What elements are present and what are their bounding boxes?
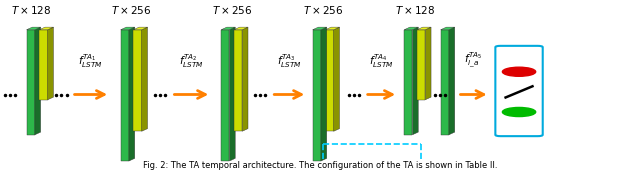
Text: $T \times 256$: $T \times 256$ [212,4,252,16]
Polygon shape [120,30,129,161]
Polygon shape [440,30,449,135]
Polygon shape [440,27,454,30]
Text: $f_{LSTM}^{TA_4}$: $f_{LSTM}^{TA_4}$ [369,52,394,70]
Polygon shape [40,30,48,100]
Polygon shape [27,27,41,30]
Polygon shape [234,30,243,131]
Polygon shape [412,27,419,135]
Text: $T \times 256$: $T \times 256$ [111,4,151,16]
Polygon shape [326,30,334,131]
Text: $f_{LSTM}^{TA_3}$: $f_{LSTM}^{TA_3}$ [277,52,301,70]
Circle shape [502,107,536,117]
FancyBboxPatch shape [495,46,543,136]
Polygon shape [221,30,230,161]
Polygon shape [425,27,431,100]
Polygon shape [404,27,419,30]
Text: $T \times 256$: $T \times 256$ [303,4,343,16]
Text: $f_{LSTM}^{TA_2}$: $f_{LSTM}^{TA_2}$ [179,52,204,70]
Text: Fig. 2: The TA temporal architecture. The configuration of the TA is shown in Ta: Fig. 2: The TA temporal architecture. Th… [143,161,497,170]
Polygon shape [321,27,326,161]
Text: $f_{LSTM}^{TA_1}$: $f_{LSTM}^{TA_1}$ [79,52,103,70]
Polygon shape [120,27,135,30]
Circle shape [502,67,536,76]
Text: $f_{l\_a}^{TA_5}$: $f_{l\_a}^{TA_5}$ [464,51,483,70]
Polygon shape [326,27,339,30]
Polygon shape [243,27,248,131]
Polygon shape [234,27,248,30]
Polygon shape [142,27,148,131]
Polygon shape [312,27,326,30]
Polygon shape [312,30,321,161]
Polygon shape [129,27,135,161]
Polygon shape [417,27,431,30]
Polygon shape [404,30,412,135]
Text: $T \times 128$: $T \times 128$ [11,4,51,16]
Polygon shape [134,27,148,30]
Polygon shape [35,27,41,135]
Polygon shape [230,27,236,161]
Polygon shape [334,27,339,131]
Polygon shape [417,30,425,100]
Polygon shape [27,30,35,135]
Polygon shape [134,30,142,131]
Polygon shape [40,27,54,30]
Polygon shape [48,27,54,100]
Polygon shape [221,27,236,30]
Text: $T \times 128$: $T \times 128$ [395,4,435,16]
Polygon shape [449,27,454,135]
